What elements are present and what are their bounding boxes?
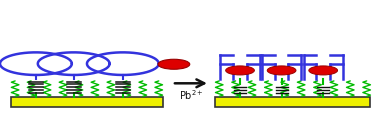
- Circle shape: [226, 66, 254, 75]
- FancyBboxPatch shape: [215, 97, 370, 107]
- Text: Pb$^{2+}$: Pb$^{2+}$: [178, 88, 203, 102]
- Circle shape: [267, 66, 296, 75]
- FancyBboxPatch shape: [11, 97, 163, 107]
- Circle shape: [158, 59, 190, 69]
- Circle shape: [309, 66, 338, 75]
